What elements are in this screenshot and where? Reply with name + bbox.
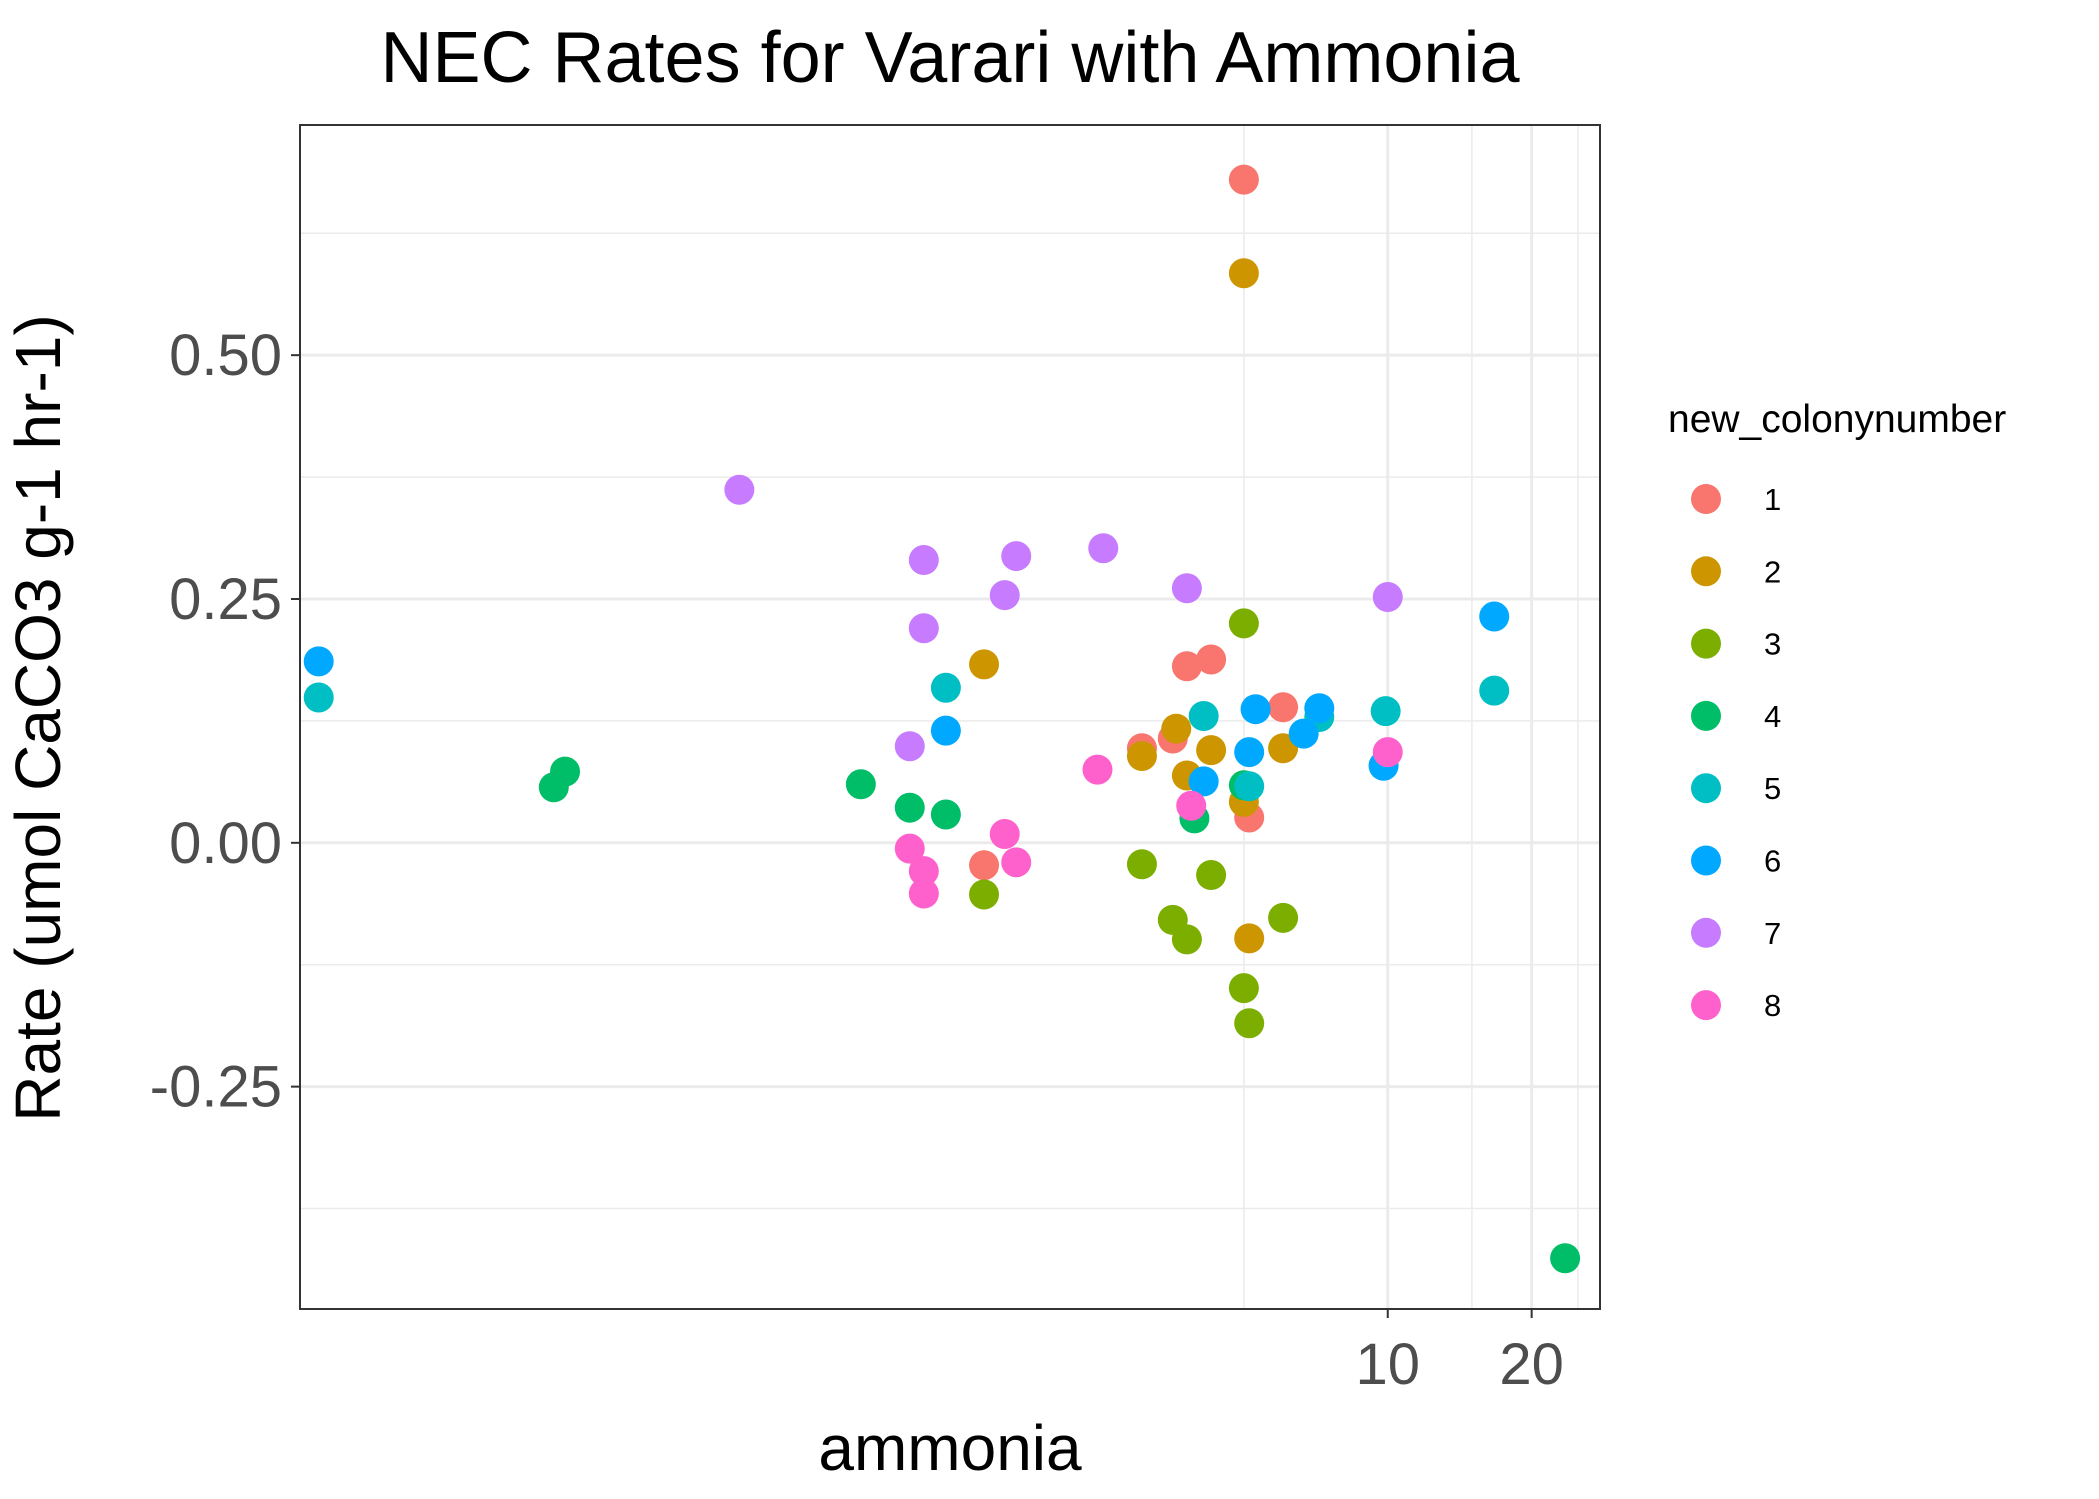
data-point-colony-3	[1171, 924, 1202, 955]
legend-label-6: 6	[1764, 844, 1781, 879]
data-point-colony-7	[1088, 533, 1119, 564]
data-point-colony-3	[1268, 902, 1299, 933]
data-point-colony-8	[908, 878, 939, 909]
legend-key-1	[1691, 484, 1721, 514]
data-point-colony-8	[1176, 790, 1207, 821]
legend-label-5: 5	[1764, 771, 1781, 806]
data-point-colony-6	[1304, 693, 1335, 724]
data-point-colony-3	[1196, 859, 1227, 890]
data-point-colony-4	[930, 799, 961, 830]
data-point-colony-8	[989, 819, 1020, 850]
data-point-colony-1	[1228, 164, 1259, 195]
legend-key-6	[1691, 845, 1721, 876]
data-point-colony-6	[303, 646, 334, 677]
data-point-colony-7	[1001, 541, 1032, 572]
legend-items: 1 2 3 4 5 6 7 8	[1691, 482, 1781, 1023]
data-point-colony-1	[1196, 644, 1227, 675]
legend-label-7: 7	[1764, 916, 1781, 951]
data-point-colony-8	[908, 856, 939, 887]
data-point-colony-4	[845, 769, 876, 800]
data-point-colony-5	[1370, 696, 1401, 727]
y-tick-label: 0.00	[169, 811, 282, 876]
data-point-colony-4	[550, 756, 581, 787]
legend-label-8: 8	[1764, 988, 1781, 1023]
x-axis-title: ammonia	[818, 1412, 1082, 1484]
data-point-colony-5	[303, 682, 334, 713]
data-point-colony-1	[969, 850, 1000, 881]
data-points	[303, 164, 1581, 1274]
data-point-colony-8	[1001, 847, 1032, 878]
data-point-colony-6	[1288, 718, 1319, 749]
data-point-colony-5	[1479, 675, 1510, 706]
data-point-colony-6	[1479, 601, 1510, 632]
legend-label-4: 4	[1764, 699, 1781, 734]
data-point-colony-6	[1188, 766, 1219, 797]
y-tick-label: -0.25	[150, 1055, 282, 1120]
legend: new_colonynumber 1 2 3 4 5 6 7 8	[1668, 398, 2006, 1023]
data-point-colony-3	[1228, 608, 1259, 639]
data-point-colony-8	[894, 833, 925, 864]
data-point-colony-7	[908, 613, 939, 644]
data-point-colony-7	[894, 731, 925, 762]
data-point-colony-2	[1161, 713, 1192, 744]
legend-key-8	[1691, 990, 1721, 1021]
data-point-colony-6	[930, 715, 961, 746]
data-point-colony-7	[1171, 573, 1202, 604]
legend-key-3	[1691, 628, 1721, 659]
legend-title: new_colonynumber	[1668, 398, 2006, 441]
data-point-colony-7	[989, 580, 1020, 611]
data-point-colony-2	[1228, 258, 1259, 289]
y-axis-title: Rate (umol CaCO3 g-1 hr-1)	[2, 314, 74, 1121]
data-point-colony-7	[908, 544, 939, 575]
y-tick-label: 0.50	[169, 323, 282, 388]
data-point-colony-7	[1372, 582, 1403, 613]
legend-label-2: 2	[1764, 554, 1781, 589]
data-point-colony-1	[1171, 651, 1202, 682]
data-point-colony-7	[724, 474, 755, 505]
data-point-colony-5	[1234, 771, 1265, 802]
data-point-colony-6	[1240, 694, 1271, 725]
x-axis: 10 20	[1355, 1309, 1564, 1397]
data-point-colony-3	[1126, 849, 1157, 880]
data-point-colony-8	[1372, 737, 1403, 768]
data-point-colony-5	[1188, 701, 1219, 732]
data-point-colony-1	[1268, 692, 1299, 723]
data-point-colony-5	[930, 672, 961, 703]
data-point-colony-6	[1234, 737, 1265, 768]
plot-border	[299, 124, 1601, 1310]
y-tick-label: 0.25	[169, 567, 282, 632]
data-point-colony-4	[894, 792, 925, 823]
data-point-colony-3	[969, 879, 1000, 910]
legend-key-2	[1691, 556, 1721, 587]
legend-key-7	[1691, 917, 1721, 948]
legend-key-4	[1691, 700, 1721, 731]
data-point-colony-8	[1082, 754, 1113, 785]
data-point-colony-3	[1228, 973, 1259, 1004]
data-point-colony-4	[1550, 1243, 1581, 1274]
chart-title: NEC Rates for Varari with Ammonia	[380, 18, 1520, 98]
y-axis: -0.25 0.00 0.25 0.50	[150, 323, 300, 1120]
legend-label-3: 3	[1764, 627, 1781, 662]
data-point-colony-3	[1234, 1008, 1265, 1039]
data-point-colony-2	[1234, 923, 1265, 954]
data-point-colony-2	[1126, 741, 1157, 772]
x-tick-label: 10	[1355, 1332, 1420, 1397]
data-point-colony-2	[969, 649, 1000, 680]
legend-label-1: 1	[1764, 482, 1781, 517]
legend-key-5	[1691, 773, 1721, 804]
x-tick-label: 20	[1499, 1332, 1564, 1397]
data-point-colony-2	[1196, 735, 1227, 766]
